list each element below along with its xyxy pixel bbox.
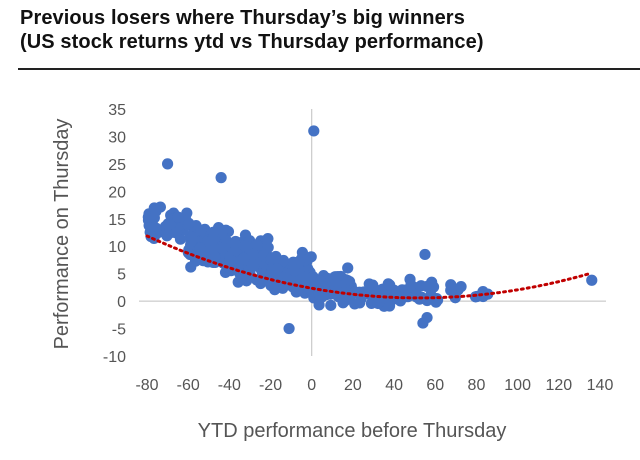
data-point	[283, 322, 295, 335]
data-point	[269, 284, 281, 296]
data-point	[172, 211, 184, 223]
data-point	[419, 248, 431, 261]
data-point	[232, 276, 244, 288]
data-point	[271, 263, 284, 275]
data-point	[207, 226, 220, 238]
data-point	[288, 265, 301, 277]
y-tick-label: -10	[103, 349, 126, 366]
chart-title-line-2: (US stock returns ytd vs Thursday perfor…	[20, 31, 484, 53]
y-tick-label: 10	[108, 239, 126, 256]
data-points	[142, 125, 598, 335]
y-tick-label: 20	[108, 184, 126, 201]
data-point	[325, 299, 337, 311]
data-point	[170, 227, 182, 239]
x-tick-label: -80	[135, 377, 158, 394]
data-point	[197, 255, 209, 267]
data-point	[261, 233, 274, 245]
y-tick-label: 35	[108, 102, 126, 119]
x-tick-label: 100	[504, 377, 531, 394]
data-point	[229, 238, 241, 250]
data-point	[164, 219, 176, 231]
x-tick-label: 0	[307, 377, 316, 394]
data-point	[186, 231, 198, 244]
y-tick-label: 0	[117, 294, 126, 311]
data-point	[148, 220, 160, 233]
y-tick-label: 30	[108, 129, 126, 146]
chart-title-line-1: Previous losers where Thursday’s big win…	[20, 7, 465, 29]
x-tick-label: 120	[545, 377, 572, 394]
data-point	[313, 299, 325, 311]
y-tick-label: 25	[108, 157, 126, 174]
data-point	[247, 261, 259, 273]
data-point	[216, 226, 228, 239]
data-point	[183, 217, 195, 230]
data-point	[238, 252, 250, 265]
data-point	[277, 254, 290, 267]
data-point	[195, 224, 207, 236]
trendline	[145, 234, 592, 300]
x-tick-label: -60	[177, 377, 200, 394]
data-point	[216, 242, 229, 254]
y-axis-title: Performance on Thursday	[51, 119, 73, 350]
data-point	[421, 311, 433, 324]
x-tick-label: -20	[259, 377, 282, 394]
data-point	[383, 300, 396, 312]
data-point	[266, 252, 278, 264]
data-point	[290, 286, 303, 298]
data-point	[455, 281, 467, 293]
x-tick-label: 40	[385, 377, 403, 394]
data-point	[161, 158, 174, 170]
data-point	[251, 239, 263, 251]
x-tick-label: 60	[426, 377, 444, 394]
data-point	[239, 240, 251, 252]
data-point	[185, 261, 197, 273]
y-tick-label: 5	[117, 267, 126, 284]
data-point	[349, 286, 361, 298]
data-point	[586, 274, 598, 286]
data-point	[342, 262, 354, 274]
data-point	[215, 172, 227, 184]
x-tick-labels: -80 -60 -40 -20 0 20 40 60 80 100 120 140	[135, 377, 613, 394]
data-point	[194, 242, 206, 254]
data-point	[405, 279, 417, 291]
y-tick-label: 15	[108, 212, 126, 229]
data-point	[148, 212, 160, 224]
data-point	[421, 280, 433, 293]
chart-title: Previous losers where Thursday’s big win…	[20, 6, 484, 54]
data-point	[293, 256, 305, 268]
title-rule	[18, 68, 640, 70]
y-tick-label: -5	[112, 322, 126, 339]
x-tick-label: 20	[344, 377, 362, 394]
x-tick-label: -40	[218, 377, 241, 394]
data-point	[308, 125, 320, 137]
trendline-path	[145, 234, 592, 300]
x-axis-title: YTD performance before Thursday	[198, 420, 507, 442]
data-point	[445, 284, 457, 296]
data-point	[226, 255, 238, 267]
data-point	[331, 285, 343, 297]
data-point	[247, 248, 259, 261]
x-tick-label: 140	[587, 377, 614, 394]
x-tick-label: 80	[468, 377, 486, 394]
y-tick-labels: -10 -5 0 5 10 15 20 25 30 35	[103, 102, 126, 366]
